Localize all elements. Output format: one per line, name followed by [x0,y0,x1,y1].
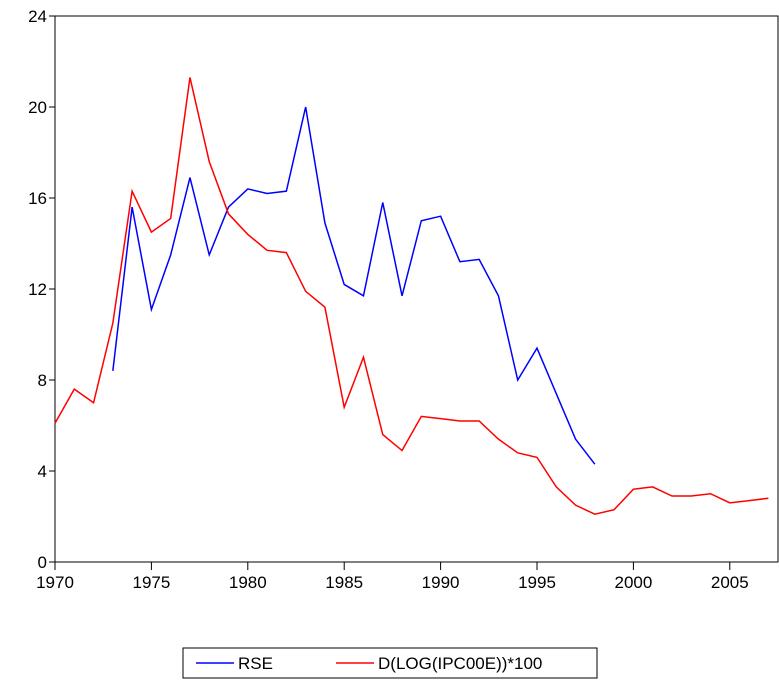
series-line [112,106,596,465]
x-tick-label: 2000 [614,573,652,592]
x-tick-label: 1995 [518,573,556,592]
x-tick-label: 1975 [132,573,170,592]
y-tick-label: 4 [38,462,47,481]
plot-frame [54,15,779,563]
y-tick-label: 12 [28,280,47,299]
legend-label: RSE [238,654,273,673]
series-line [54,77,769,516]
y-tick-label: 24 [28,7,47,26]
x-tick-label: 1980 [229,573,267,592]
legend-box [182,647,598,679]
x-tick-label: 1970 [36,573,74,592]
y-tick-label: 8 [38,371,47,390]
y-tick-label: 20 [28,98,47,117]
y-tick-label: 16 [28,189,47,208]
legend-label: D(LOG(IPC00E))*100 [378,654,542,673]
x-tick-label: 2005 [711,573,749,592]
x-tick-label: 1990 [422,573,460,592]
x-tick-label: 1985 [325,573,363,592]
y-tick-label: 0 [38,553,47,572]
